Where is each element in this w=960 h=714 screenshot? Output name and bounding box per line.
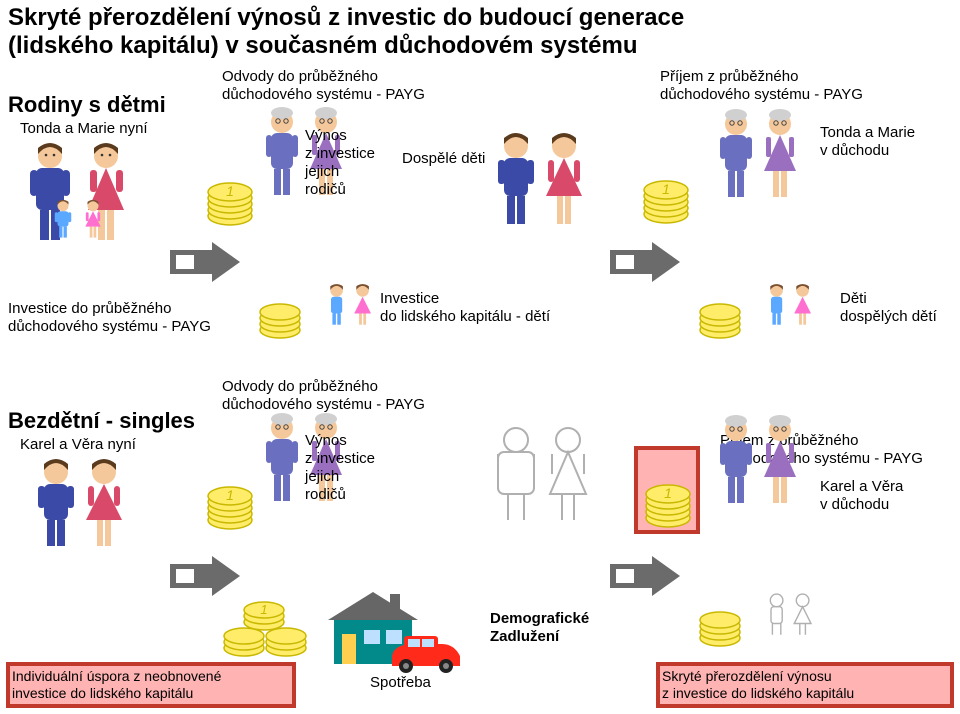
svg-text:1: 1 (226, 183, 234, 199)
figure-outline-kids (764, 592, 824, 652)
arrow-row2-left (170, 242, 240, 282)
label-vynos-row3: Výnos z investice jejich rodičů (305, 432, 375, 504)
coins-row4-right (690, 596, 750, 652)
coins-row1-left: 1 (200, 170, 260, 230)
arrow-row2-right (610, 242, 680, 282)
svg-text:1: 1 (662, 181, 670, 197)
label-spotreba: Spotřeba (370, 674, 431, 692)
label-deti-dospelych: Děti dospělých dětí (840, 290, 937, 326)
figure-outline-couple (488, 424, 608, 534)
figure-adult-children (490, 130, 600, 240)
coins-row3-left: 1 (200, 474, 260, 534)
label-tm-duchod: Tonda a Marie v důchodu (820, 124, 915, 160)
coins-row2-left (250, 288, 310, 344)
label-vynos-1: Výnos z investice jejich rodičů (305, 127, 375, 199)
label-skryte: Skryté přerozdělení výnosu z investice d… (662, 668, 854, 702)
title-line2: (lidského kapitálu) v současném důchodov… (8, 32, 684, 60)
title-line1: Skryté přerozdělení výnosů z investic do… (8, 4, 684, 32)
label-odvody-row3: Odvody do průběžného důchodového systému… (222, 378, 425, 414)
label-odvody-top: Odvody do průběžného důchodového systému… (222, 68, 425, 104)
coins-row3-right: 1 (638, 472, 698, 532)
arrow-row4-left (170, 556, 240, 596)
page-title: Skryté přerozdělení výnosů z investic do… (8, 4, 684, 59)
figure-old-couple-row3r (714, 414, 814, 514)
label-uspora: Individuální úspora z neobnovené investi… (12, 668, 221, 702)
figure-family-now (20, 140, 160, 250)
label-kv-duchod: Karel a Věra v důchodu (820, 478, 903, 514)
coins-row2-right (690, 288, 750, 344)
singles-heading: Bezdětní - singles (8, 408, 195, 433)
label-investice-payg: Investice do průběžného důchodového syst… (8, 300, 211, 336)
svg-text:1: 1 (260, 602, 267, 617)
figure-kids-center (324, 282, 384, 342)
label-investice-deti: Investice do lidského kapitálu - dětí (380, 290, 550, 326)
svg-text:1: 1 (664, 485, 672, 501)
label-prijem-top: Příjem z průběžného důchodového systému … (660, 68, 863, 104)
figure-old-couple-2 (714, 108, 814, 208)
figure-singles-now (30, 456, 150, 556)
arrow-row4-right (610, 556, 680, 596)
svg-text:1: 1 (226, 487, 234, 503)
coins-bottom-cluster: 1 (218, 592, 328, 662)
families-sub: Tonda a Marie nyní (20, 120, 148, 138)
coins-row1-right: 1 (636, 168, 696, 228)
singles-sub: Karel a Věra nyní (20, 436, 136, 454)
families-heading: Rodiny s dětmi (8, 92, 166, 117)
label-demograficke: Demografické Zadlužení (490, 610, 589, 646)
figure-kids-right (764, 282, 824, 342)
house-car (320, 584, 470, 674)
label-dospele-deti: Dospělé děti (402, 150, 485, 168)
